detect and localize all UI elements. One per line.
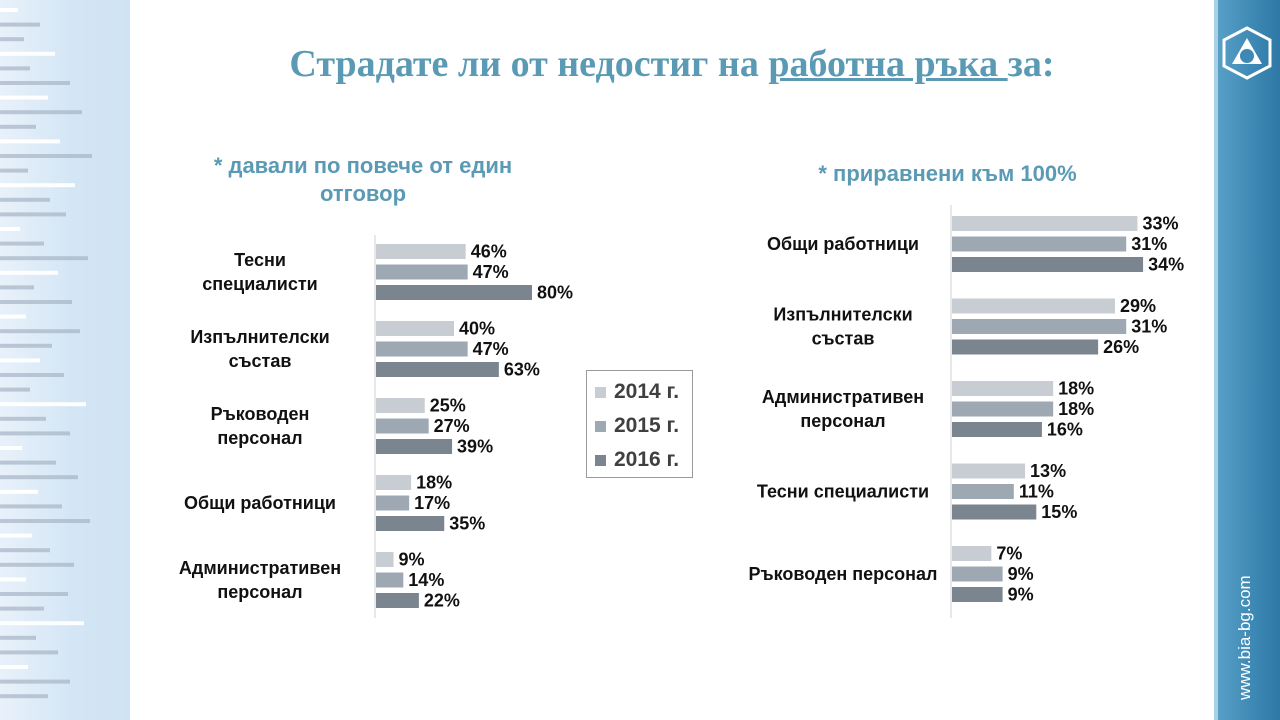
bar-2014 г.: [952, 546, 992, 561]
data-label: 17%: [414, 493, 450, 513]
bar-2014 г.: [952, 463, 1026, 479]
data-label: 22%: [424, 591, 460, 611]
bar-2016 г.: [376, 362, 499, 377]
legend-label-2014: 2014 г.: [614, 380, 680, 403]
page-title: Страдате ли от недостиг на работна ръка …: [289, 43, 1055, 85]
bar-2015 г.: [376, 341, 468, 357]
category-label: Тесни специалисти: [757, 482, 929, 502]
bar-2014 г.: [952, 216, 1138, 231]
bar-2014 г.: [376, 244, 466, 259]
data-label: 9%: [1008, 564, 1034, 584]
data-label: 25%: [430, 396, 466, 416]
category-label: персонал: [217, 428, 302, 448]
bar-2016 г.: [376, 516, 445, 531]
category-label: Изпълнителски: [773, 305, 912, 325]
chart-left-subtitle: * давали по повече от един отговор: [180, 152, 546, 208]
bar-2015 г.: [952, 319, 1127, 334]
legend-swatch-2015: [595, 420, 606, 432]
data-label: 18%: [1058, 379, 1094, 399]
bar-2016 г.: [952, 257, 1144, 272]
data-label: 34%: [1148, 255, 1184, 275]
data-label: 29%: [1120, 296, 1156, 316]
category-label: състав: [229, 351, 292, 371]
data-label: 46%: [471, 242, 507, 262]
data-label: 80%: [537, 283, 573, 303]
left-decoration: [0, 0, 130, 720]
category-label: персонал: [217, 582, 302, 602]
data-label: 31%: [1131, 317, 1167, 337]
data-label: 31%: [1131, 234, 1167, 254]
category-label: Ръководен: [211, 404, 310, 424]
bar-2016 г.: [376, 593, 419, 608]
data-label: 18%: [1058, 399, 1094, 419]
bar-2015 г.: [952, 484, 1014, 499]
category-label: Административен: [179, 558, 341, 578]
legend-swatch-2016: [595, 454, 606, 466]
data-label: 27%: [434, 416, 470, 436]
bar-2016 г.: [952, 504, 1037, 520]
data-label: 7%: [996, 544, 1022, 564]
bia-logo-icon: [1222, 26, 1272, 80]
data-label: 11%: [1019, 482, 1054, 502]
data-label: 9%: [1008, 585, 1034, 605]
right-brand-bar: www.bia-bg.com: [1214, 0, 1280, 720]
bar-2014 г.: [376, 475, 412, 490]
data-label: 26%: [1103, 337, 1139, 357]
legend-label-2015: 2015 г.: [614, 414, 680, 437]
legend-item-2014: 2014 г.: [595, 379, 679, 405]
bar-2015 г.: [376, 264, 468, 280]
chart-legend: 2014 г. 2015 г. 2016 г.: [586, 370, 693, 478]
data-label: 40%: [459, 319, 495, 339]
chart-left: Тесниспециалисти46%47%80%Изпълнителскисъ…: [179, 235, 573, 618]
bar-2015 г.: [952, 566, 1003, 582]
data-label: 47%: [473, 339, 509, 359]
category-label: Тесни: [234, 250, 286, 270]
chart-right-subtitle-line1: * приравнени към 100%: [818, 161, 1077, 186]
legend-label-2016: 2016 г.: [614, 448, 680, 471]
bar-2016 г.: [376, 285, 532, 300]
category-label: Административен: [762, 387, 924, 407]
bar-2014 г.: [952, 381, 1054, 396]
category-label: специалисти: [202, 274, 317, 294]
category-label: Ръководен персонал: [749, 564, 938, 584]
chart-right-subtitle: * приравнени към 100%: [770, 160, 1125, 188]
category-label: Общи работници: [767, 234, 919, 254]
chart-left-subtitle-line1: * давали по повече от един: [213, 153, 513, 178]
bar-2014 г.: [376, 398, 425, 413]
data-label: 47%: [473, 262, 509, 282]
data-label: 33%: [1142, 214, 1178, 234]
legend-swatch-2014: [595, 386, 606, 398]
category-label: състав: [812, 329, 875, 349]
bar-2014 г.: [952, 298, 1115, 314]
data-label: 14%: [408, 570, 444, 590]
data-label: 39%: [457, 437, 493, 457]
bar-2016 г.: [952, 587, 1003, 602]
decorative-stripes: [0, 8, 92, 699]
data-label: 13%: [1030, 461, 1066, 481]
legend-item-2016: 2016 г.: [595, 447, 679, 473]
bar-2015 г.: [376, 495, 410, 511]
category-label: Изпълнителски: [190, 327, 329, 347]
bar-2016 г.: [376, 439, 453, 454]
data-label: 15%: [1041, 502, 1077, 522]
data-label: 18%: [416, 473, 452, 493]
bar-2014 г.: [376, 321, 454, 336]
category-label: Общи работници: [184, 493, 336, 513]
bar-2015 г.: [952, 236, 1127, 252]
chart-left-subtitle-line2: отговор: [319, 181, 407, 206]
data-label: 9%: [399, 550, 425, 570]
data-label: 35%: [449, 514, 485, 534]
bar-2015 г.: [376, 418, 429, 434]
bar-2015 г.: [952, 401, 1054, 417]
category-label: персонал: [800, 411, 885, 431]
data-label: 63%: [504, 360, 540, 380]
chart-right: Общи работници33%31%34%Изпълнителскисъст…: [749, 205, 1184, 618]
bar-2016 г.: [952, 422, 1042, 437]
bar-2015 г.: [376, 572, 404, 588]
bar-2016 г.: [952, 339, 1099, 355]
data-label: 16%: [1047, 420, 1083, 440]
bar-2014 г.: [376, 552, 394, 567]
legend-item-2015: 2015 г.: [595, 413, 679, 439]
